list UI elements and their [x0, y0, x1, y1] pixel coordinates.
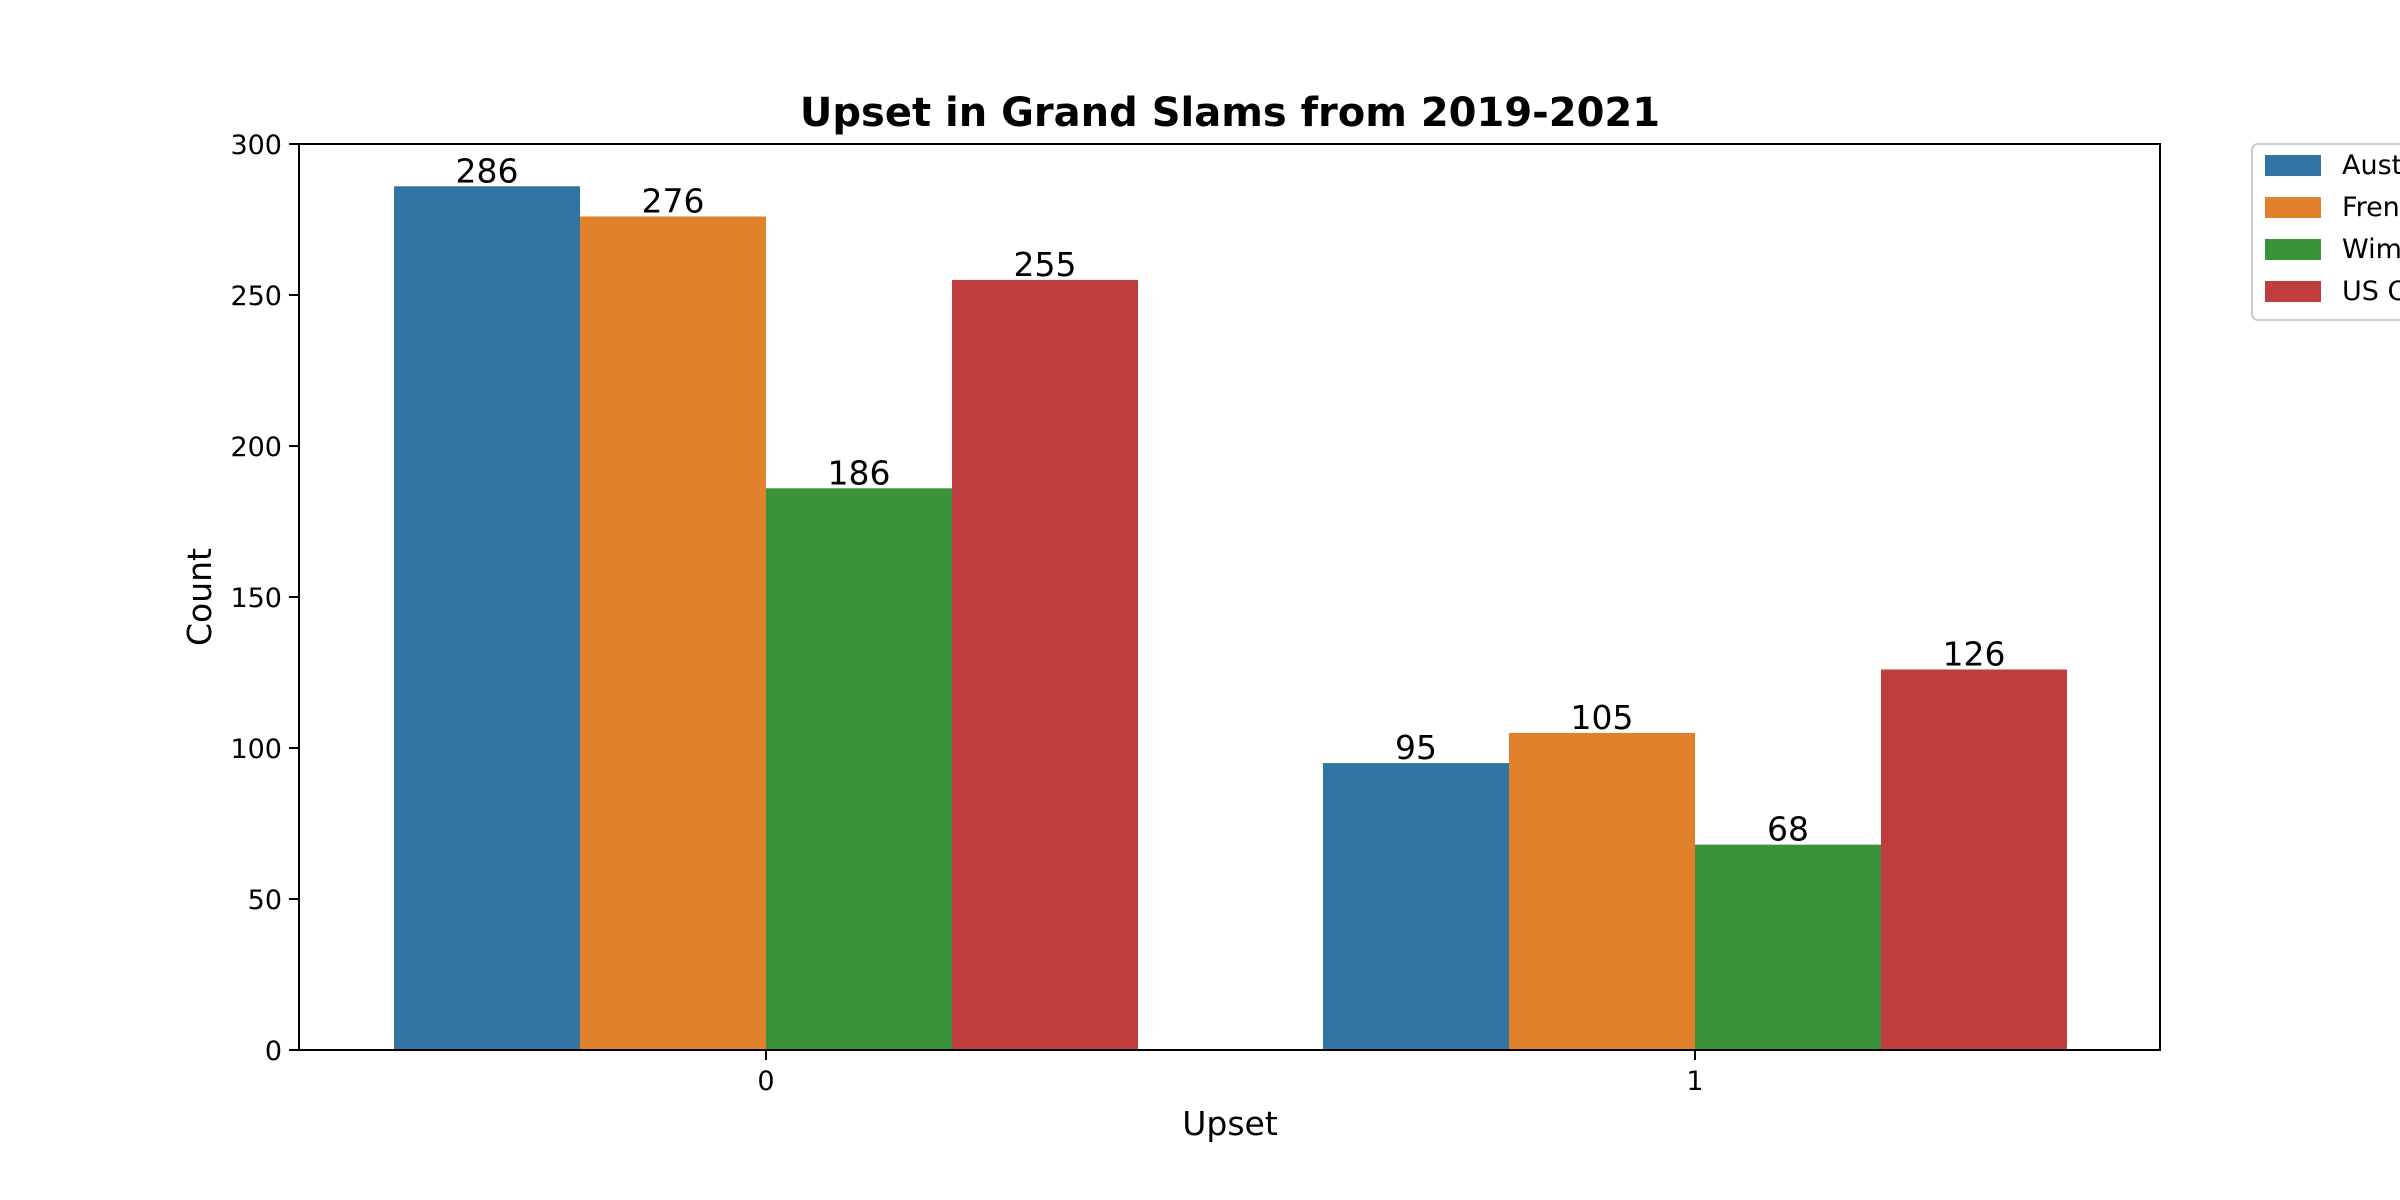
- bar-series-0-category-1: [1323, 763, 1509, 1050]
- data-label-series-1-category-0: 276: [642, 181, 705, 220]
- data-label-series-0-category-1: 95: [1395, 728, 1437, 767]
- legend: Aust Fren Wim US O: [2251, 143, 2400, 321]
- legend-swatch: [2265, 281, 2321, 302]
- y-axis: 0 50 100 150 200 250 300: [230, 130, 299, 1067]
- y-tick-label: 200: [230, 432, 282, 463]
- legend-label: Aust: [2342, 150, 2400, 181]
- legend-frame: [2251, 143, 2400, 321]
- bars-layer: [394, 186, 2067, 1051]
- y-tick-label: 300: [230, 130, 282, 161]
- y-tick-label: 150: [230, 583, 282, 614]
- y-tick-label: 50: [248, 885, 282, 916]
- legend-swatch: [2265, 155, 2321, 176]
- data-label-series-1-category-1: 105: [1571, 698, 1634, 737]
- data-label-series-2-category-0: 186: [828, 453, 891, 492]
- y-tick-label: 0: [265, 1036, 282, 1067]
- data-label-series-0-category-0: 286: [456, 151, 519, 190]
- y-tick-label: 250: [230, 281, 282, 312]
- data-label-series-2-category-1: 68: [1767, 810, 1809, 849]
- x-tick-label: 0: [757, 1066, 774, 1097]
- legend-items: Aust Fren Wim US O: [2265, 150, 2400, 307]
- data-labels-layer: 286 95 276 105 186 68 255 126: [456, 151, 2006, 848]
- data-label-series-3-category-1: 126: [1943, 634, 2006, 673]
- bar-series-0-category-0: [394, 186, 580, 1050]
- data-label-series-3-category-0: 255: [1014, 245, 1077, 284]
- legend-label: Fren: [2342, 192, 2400, 223]
- chart-title: Upset in Grand Slams from 2019-2021: [800, 90, 1660, 136]
- legend-label: Wim: [2342, 234, 2400, 265]
- bar-series-2-category-0: [766, 488, 952, 1050]
- bar-series-2-category-1: [1695, 844, 1881, 1050]
- legend-label: US O: [2342, 276, 2400, 307]
- x-axis-label: Upset: [1182, 1104, 1278, 1143]
- bar-series-3-category-0: [952, 279, 1138, 1050]
- legend-swatch: [2265, 239, 2321, 260]
- bar-series-1-category-0: [580, 216, 766, 1051]
- legend-swatch: [2265, 197, 2321, 218]
- bar-series-3-category-1: [1881, 669, 2067, 1050]
- y-axis-label: Count: [180, 548, 219, 646]
- y-tick-label: 100: [230, 734, 282, 765]
- x-tick-label: 1: [1686, 1066, 1703, 1097]
- bar-series-1-category-1: [1509, 732, 1695, 1050]
